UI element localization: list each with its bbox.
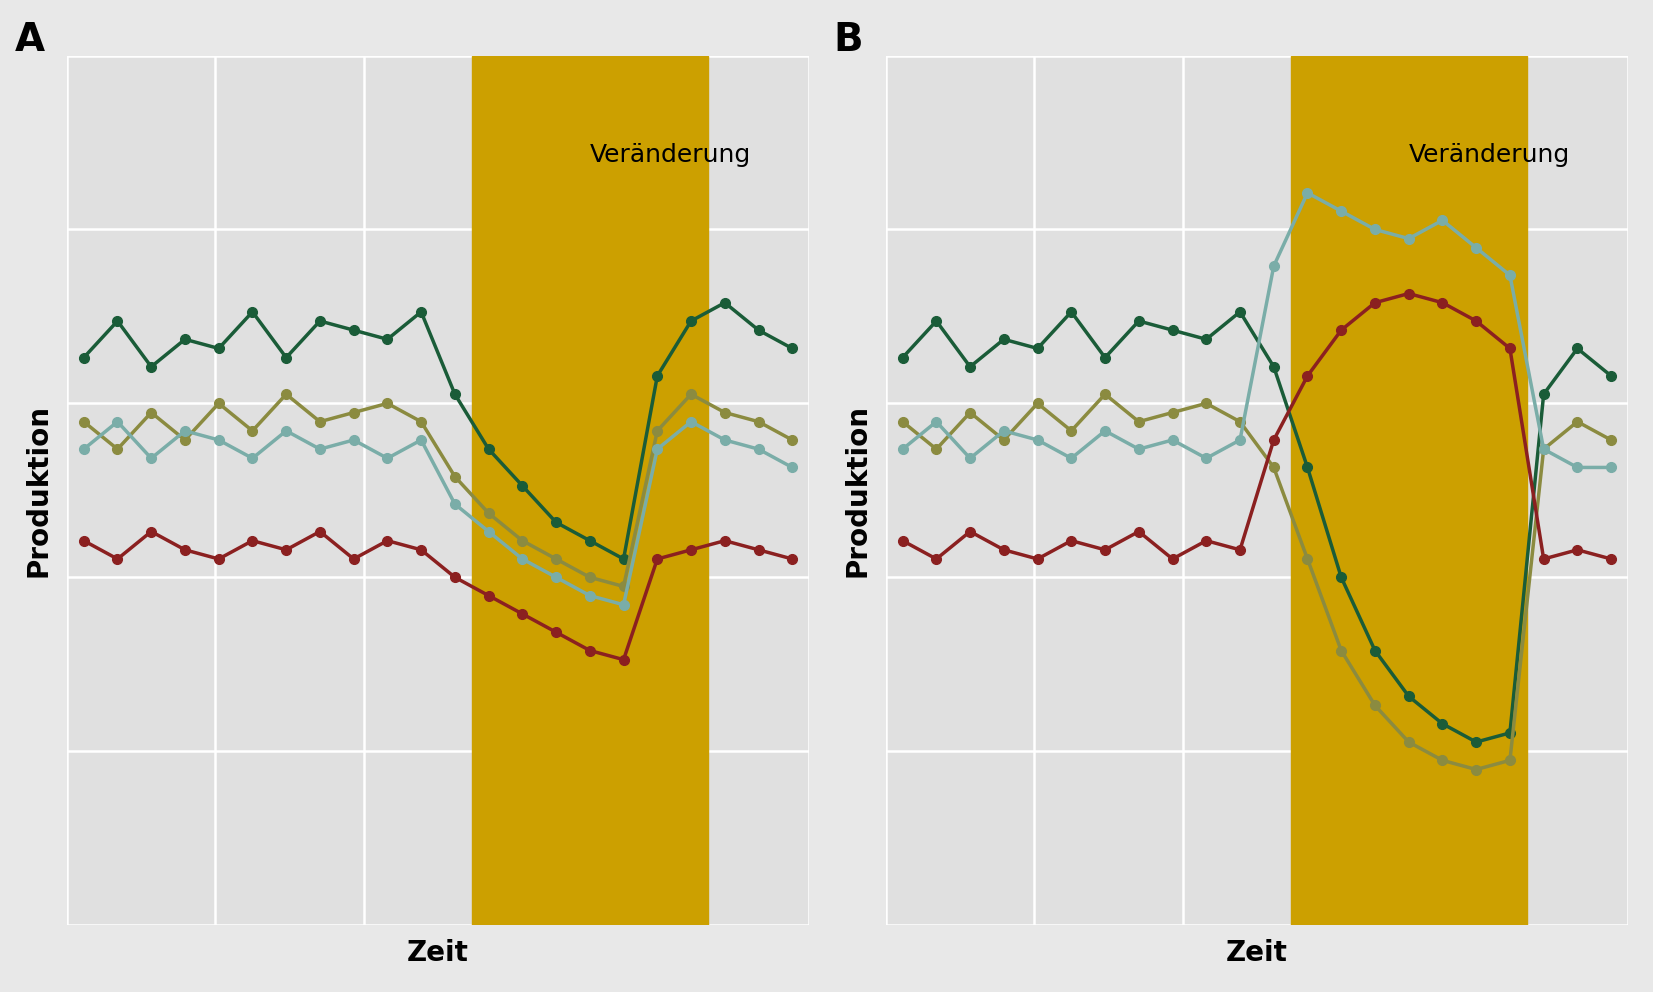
Bar: [471, 56, 707, 926]
Text: Veränderung: Veränderung: [1408, 143, 1570, 167]
Y-axis label: Produktion: Produktion: [25, 404, 53, 576]
Bar: [1291, 56, 1527, 926]
X-axis label: Zeit: Zeit: [1227, 939, 1288, 967]
Text: A: A: [15, 21, 45, 59]
Y-axis label: Produktion: Produktion: [845, 404, 871, 576]
X-axis label: Zeit: Zeit: [407, 939, 469, 967]
Text: Veränderung: Veränderung: [590, 143, 750, 167]
Text: B: B: [833, 21, 863, 59]
